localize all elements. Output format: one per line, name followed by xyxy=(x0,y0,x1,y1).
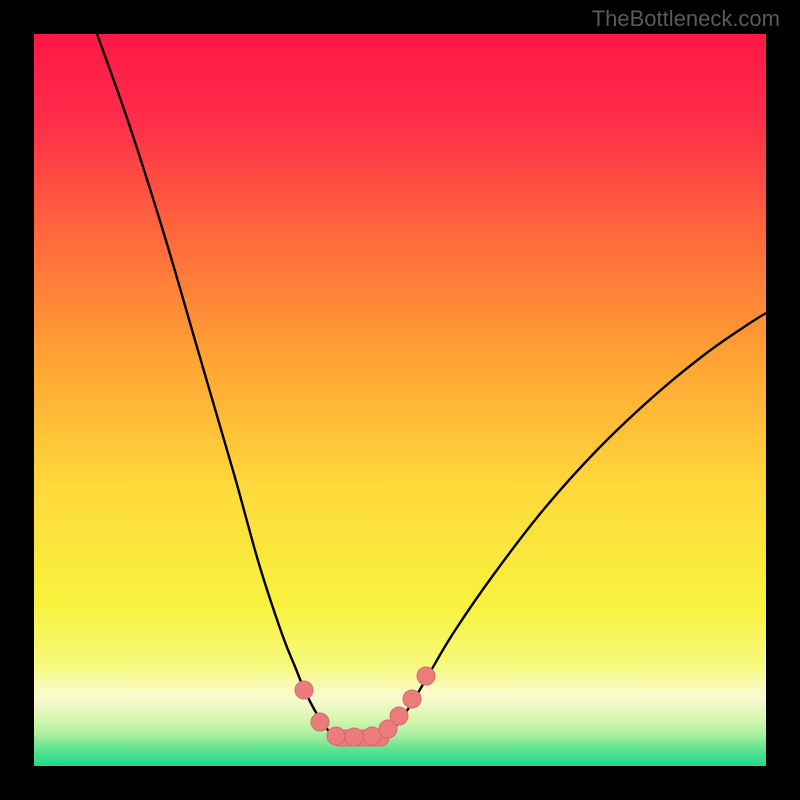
marker-point xyxy=(311,713,329,731)
marker-point xyxy=(363,727,381,745)
curve-left-branch xyxy=(97,34,331,734)
bottleneck-curve xyxy=(34,34,766,766)
marker-point xyxy=(403,690,421,708)
curve-markers xyxy=(295,667,435,746)
marker-point xyxy=(295,681,313,699)
curve-right-branch xyxy=(389,313,766,734)
marker-point xyxy=(345,728,363,746)
marker-point xyxy=(390,707,408,725)
plot-area xyxy=(34,34,766,766)
marker-point xyxy=(327,727,345,745)
watermark-text: TheBottleneck.com xyxy=(592,6,780,32)
marker-point xyxy=(417,667,435,685)
